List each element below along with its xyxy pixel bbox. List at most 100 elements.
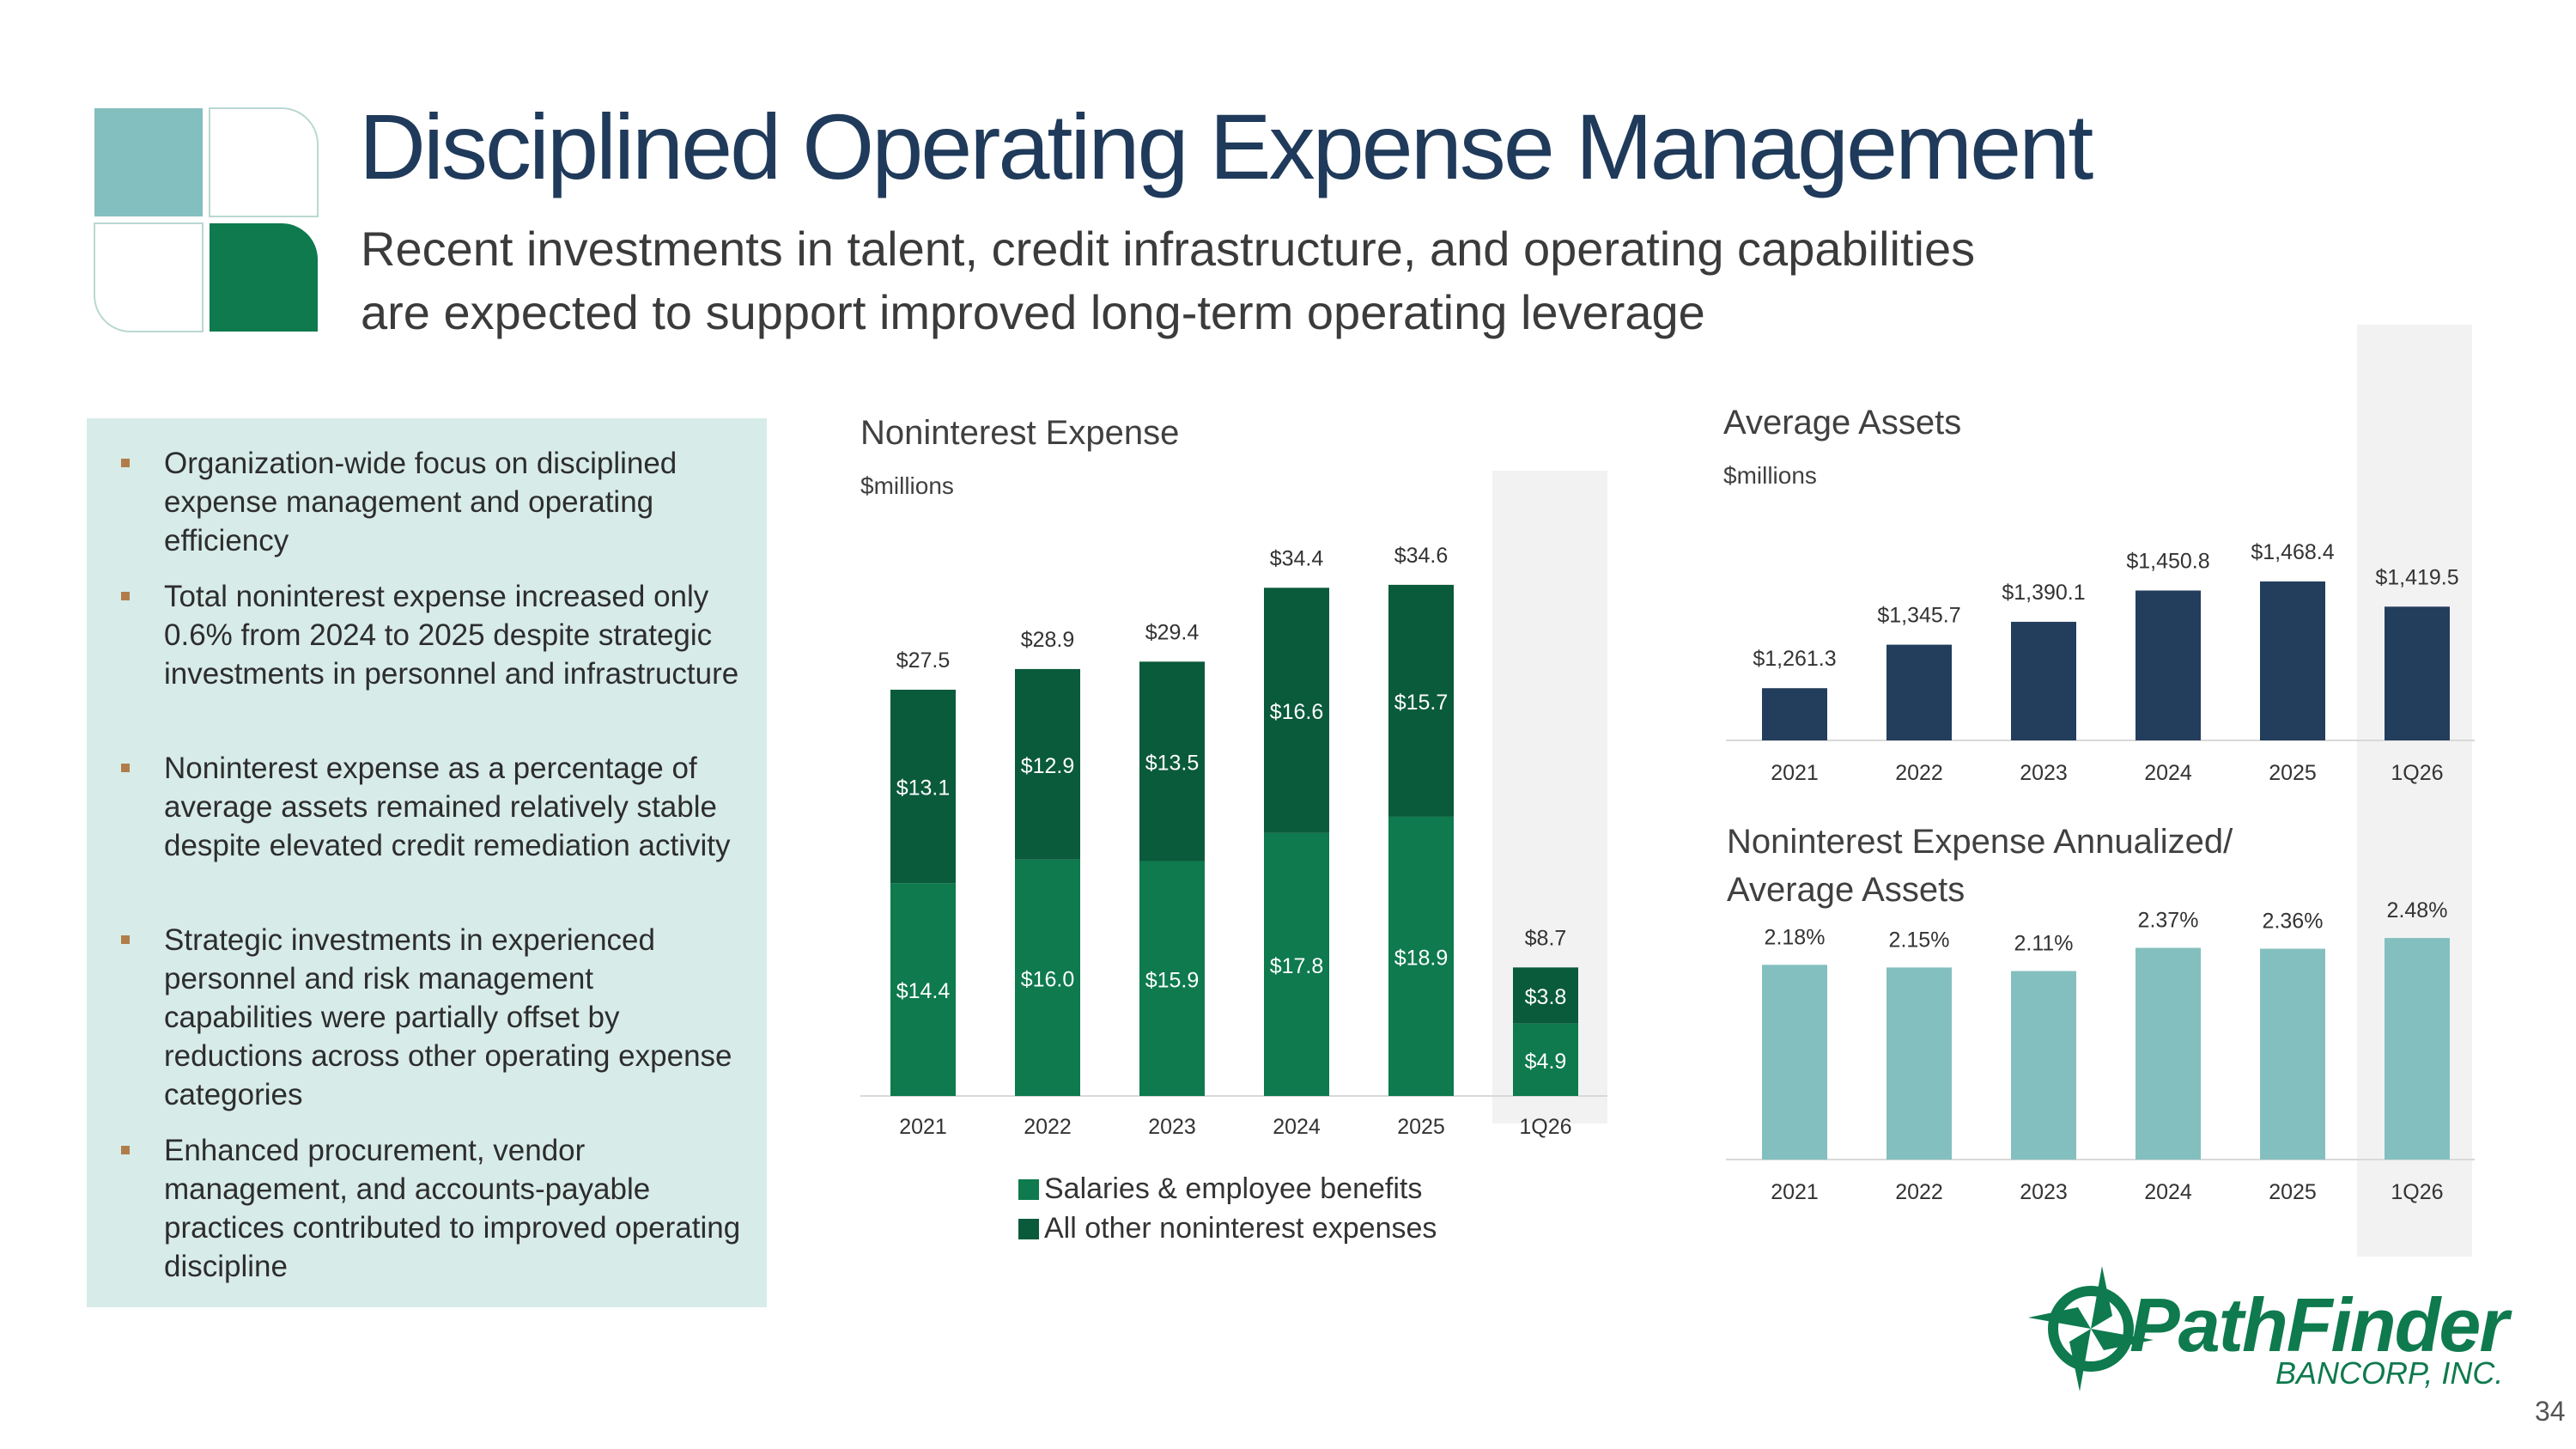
bar-assets-2025 <box>2260 581 2325 740</box>
x-tick-label: 2025 <box>2269 761 2317 785</box>
bullet-text: Noninterest expense as a percentage of a… <box>164 752 731 862</box>
data-label-ratio: 2.11% <box>2014 932 2073 956</box>
logo-subtext: BANCORP, INC. <box>2275 1355 2504 1391</box>
bullet-item: Organization-wide focus on disciplined e… <box>121 444 748 560</box>
x-tick-label: 2021 <box>1771 1180 1819 1204</box>
bar-ratio-2025 <box>2260 948 2325 1160</box>
data-label-salaries: $4.9 <box>1525 1050 1567 1074</box>
data-label-other: $13.1 <box>896 776 951 801</box>
data-label-other: $15.7 <box>1394 691 1449 715</box>
logo-wordmark: PathFinder <box>2129 1282 2509 1367</box>
bar-assets-2021 <box>1762 688 1827 740</box>
x-tick-label: 2022 <box>1895 761 1943 785</box>
data-label-ratio: 2.36% <box>2263 910 2324 934</box>
bar-other-2025 <box>1388 584 1454 817</box>
x-tick-label: 2024 <box>2144 1180 2192 1204</box>
bullet-marker <box>121 592 130 600</box>
x-tick-label: 2022 <box>1024 1115 1072 1139</box>
bar-salaries-2022 <box>1015 859 1080 1096</box>
data-label-salaries: $16.0 <box>1021 967 1075 991</box>
bullet-item: Total noninterest expense increased only… <box>121 577 748 693</box>
legend-salaries: Salaries & employee benefits <box>1018 1172 1422 1206</box>
bullet-marker <box>121 1146 130 1154</box>
bullet-item: Noninterest expense as a percentage of a… <box>121 749 748 865</box>
x-tick-label: 2025 <box>1397 1115 1445 1139</box>
highlights-panel: Organization-wide focus on disciplined e… <box>87 418 767 1307</box>
bar-assets-1Q26 <box>2385 606 2450 740</box>
data-label-assets: $1,468.4 <box>2251 540 2334 564</box>
data-label-ratio: 2.18% <box>1765 925 1826 949</box>
legend-swatch-salaries <box>1018 1179 1039 1200</box>
bullet-text: Strategic investments in experienced per… <box>164 923 732 1111</box>
bar-ratio-2024 <box>2136 947 2201 1160</box>
noninterest-expense-unit: $millions <box>860 472 954 499</box>
bar-ratio-1Q26 <box>2385 938 2450 1160</box>
x-tick-label: 2022 <box>1895 1180 1943 1204</box>
expense-ratio-title-line-2: Average Assets <box>1727 871 1965 909</box>
x-tick-label: 2024 <box>2144 761 2192 785</box>
bullet-item: Strategic investments in experienced per… <box>121 921 748 1114</box>
bullet-marker <box>121 764 130 772</box>
noninterest-expense-title: Noninterest Expense <box>860 414 1180 452</box>
bullet-text: Enhanced procurement, vendor management,… <box>164 1134 741 1283</box>
page-number: 34 <box>2535 1396 2566 1427</box>
data-label-other: $12.9 <box>1021 754 1075 778</box>
bar-salaries-2024 <box>1264 832 1329 1096</box>
data-label-assets: $1,390.1 <box>2002 581 2085 605</box>
x-tick-label: 1Q26 <box>1519 1115 1571 1139</box>
average-assets-unit: $millions <box>1723 462 1817 489</box>
expense-ratio-title-line-1: Noninterest Expense Annualized/ <box>1727 823 2233 861</box>
data-label-assets: $1,450.8 <box>2126 550 2209 574</box>
bar-ratio-2022 <box>1886 967 1952 1160</box>
legend-other: All other noninterest expenses <box>1018 1212 1437 1245</box>
data-label-other: $16.6 <box>1270 700 1324 724</box>
data-label-total: $8.7 <box>1525 926 1567 950</box>
bar-ratio-2023 <box>2011 971 2076 1160</box>
data-label-total: $34.6 <box>1394 544 1449 568</box>
data-label-salaries: $17.8 <box>1270 954 1324 978</box>
bar-assets-2024 <box>2136 590 2201 740</box>
data-label-assets: $1,345.7 <box>1877 604 1960 628</box>
data-label-assets: $1,261.3 <box>1753 647 1836 671</box>
data-label-salaries: $18.9 <box>1394 946 1449 970</box>
bullet-marker <box>121 459 130 467</box>
bar-other-2022 <box>1015 668 1080 860</box>
average-assets-title: Average Assets <box>1723 404 1962 441</box>
legend-swatch-other <box>1018 1219 1039 1239</box>
data-label-total: $28.9 <box>1021 628 1075 652</box>
data-label-total: $34.4 <box>1270 546 1324 570</box>
legend-other-label: All other noninterest expenses <box>1044 1212 1437 1245</box>
data-label-ratio: 2.15% <box>1889 928 1950 952</box>
bar-ratio-2021 <box>1762 965 1827 1160</box>
data-label-ratio: 2.37% <box>2138 909 2199 933</box>
bullet-text: Organization-wide focus on disciplined e… <box>164 447 677 557</box>
bar-other-2024 <box>1264 588 1329 833</box>
data-label-salaries: $15.9 <box>1145 968 1200 992</box>
bar-salaries-2021 <box>890 883 956 1096</box>
data-label-total: $29.4 <box>1145 620 1200 644</box>
bullet-item: Enhanced procurement, vendor management,… <box>121 1131 748 1286</box>
bullet-text: Total noninterest expense increased only… <box>164 580 739 691</box>
bar-salaries-2023 <box>1139 861 1205 1096</box>
x-tick-label: 1Q26 <box>2391 761 2443 785</box>
subtitle-line-1: Recent investments in talent, credit inf… <box>361 222 1976 276</box>
x-tick-label: 1Q26 <box>2391 1180 2443 1204</box>
x-tick-label: 2023 <box>2020 761 2068 785</box>
x-tick-label: 2025 <box>2269 1180 2317 1204</box>
data-label-salaries: $14.4 <box>896 979 951 1003</box>
bar-salaries-1Q26 <box>1513 1023 1578 1096</box>
bar-assets-2022 <box>1886 644 1952 740</box>
bar-other-1Q26 <box>1513 967 1578 1024</box>
data-label-ratio: 2.48% <box>2387 898 2448 922</box>
data-label-other: $13.5 <box>1145 751 1200 775</box>
data-label-other: $3.8 <box>1525 985 1567 1009</box>
pathfinder-compass-icon <box>2028 1266 2154 1391</box>
bar-salaries-2025 <box>1388 816 1454 1096</box>
legend-salaries-label: Salaries & employee benefits <box>1044 1172 1423 1205</box>
page-title: Disciplined Operating Expense Management <box>359 94 2093 198</box>
x-tick-label: 2024 <box>1273 1115 1321 1139</box>
bar-other-2021 <box>890 690 956 884</box>
subtitle-line-2: are expected to support improved long-te… <box>361 285 1705 339</box>
decorative-tile-icon <box>94 107 319 332</box>
